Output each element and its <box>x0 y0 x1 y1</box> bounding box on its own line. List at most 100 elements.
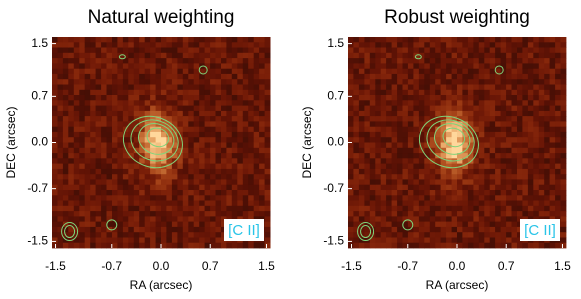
pixel <box>539 100 545 106</box>
pixel <box>424 169 430 175</box>
pixel <box>107 53 113 59</box>
pixel <box>424 63 430 69</box>
pixel <box>446 179 452 185</box>
pixel <box>408 185 414 191</box>
pixel <box>408 37 414 43</box>
pixel <box>248 137 254 143</box>
pixel <box>68 74 74 80</box>
pixel <box>145 206 151 212</box>
pixel <box>101 222 107 228</box>
pixel <box>550 121 556 127</box>
pixel <box>419 106 425 112</box>
pixel <box>544 63 550 69</box>
pixel <box>183 48 189 54</box>
pixel <box>265 169 271 175</box>
pixel <box>139 216 145 222</box>
pixel <box>194 48 200 54</box>
pixel <box>359 153 365 159</box>
pixel <box>364 53 370 59</box>
pixel <box>210 164 216 170</box>
pixel <box>413 106 419 112</box>
pixel <box>479 148 485 154</box>
pixel <box>370 111 376 117</box>
pixel <box>435 53 441 59</box>
pixel <box>188 116 194 122</box>
pixel <box>539 179 545 185</box>
pixel <box>52 121 58 127</box>
pixel <box>501 137 507 143</box>
pixel <box>156 195 162 201</box>
pixel <box>237 201 243 207</box>
pixel <box>101 48 107 54</box>
pixel <box>364 153 370 159</box>
pixel <box>517 121 523 127</box>
pixel <box>79 206 85 212</box>
pixel <box>501 164 507 170</box>
pixel <box>522 211 528 217</box>
pixel <box>188 222 194 228</box>
pixel <box>381 69 387 75</box>
pixel <box>550 42 556 48</box>
pixel <box>403 158 409 164</box>
pixel <box>490 174 496 180</box>
pixel <box>419 201 425 207</box>
pixel <box>386 42 392 48</box>
pixel <box>183 116 189 122</box>
pixel <box>506 179 512 185</box>
pixel <box>392 169 398 175</box>
pixel <box>96 90 102 96</box>
pixel <box>484 143 490 149</box>
pixel <box>392 201 398 207</box>
pixel <box>112 106 118 112</box>
pixel <box>161 85 167 91</box>
pixel <box>441 95 447 101</box>
pixel <box>517 79 523 85</box>
pixel <box>199 238 205 244</box>
pixel <box>452 185 458 191</box>
pixel <box>561 206 567 212</box>
pixel <box>107 185 113 191</box>
pixel <box>107 116 113 122</box>
pixel <box>424 238 430 244</box>
pixel <box>101 164 107 170</box>
pixel <box>194 58 200 64</box>
pixel <box>528 116 534 122</box>
pixel <box>370 121 376 127</box>
pixel <box>265 238 271 244</box>
pixel <box>517 95 523 101</box>
pixel <box>107 153 113 159</box>
pixel <box>265 195 271 201</box>
pixel <box>495 58 501 64</box>
pixel <box>205 74 211 80</box>
pixel <box>90 153 96 159</box>
pixel <box>221 153 227 159</box>
pixel <box>392 58 398 64</box>
pixel <box>216 227 222 233</box>
pixel <box>183 174 189 180</box>
pixel <box>501 158 507 164</box>
pixel <box>128 222 134 228</box>
pixel <box>199 206 205 212</box>
pixel <box>74 190 80 196</box>
pixel <box>359 69 365 75</box>
pixel <box>375 79 381 85</box>
pixel <box>473 116 479 122</box>
pixel <box>403 85 409 91</box>
pixel <box>533 190 539 196</box>
pixel <box>90 211 96 217</box>
y-tick-label: 0.0 <box>327 135 344 149</box>
pixel <box>205 169 211 175</box>
pixel <box>446 100 452 106</box>
pixel <box>408 211 414 217</box>
pixel <box>539 48 545 54</box>
pixel <box>479 185 485 191</box>
pixel <box>79 37 85 43</box>
pixel <box>259 95 265 101</box>
pixel <box>150 74 156 80</box>
pixel <box>430 85 436 91</box>
pixel <box>85 48 91 54</box>
pixel <box>68 137 74 143</box>
pixel <box>408 153 414 159</box>
pixel <box>446 79 452 85</box>
pixel <box>90 74 96 80</box>
